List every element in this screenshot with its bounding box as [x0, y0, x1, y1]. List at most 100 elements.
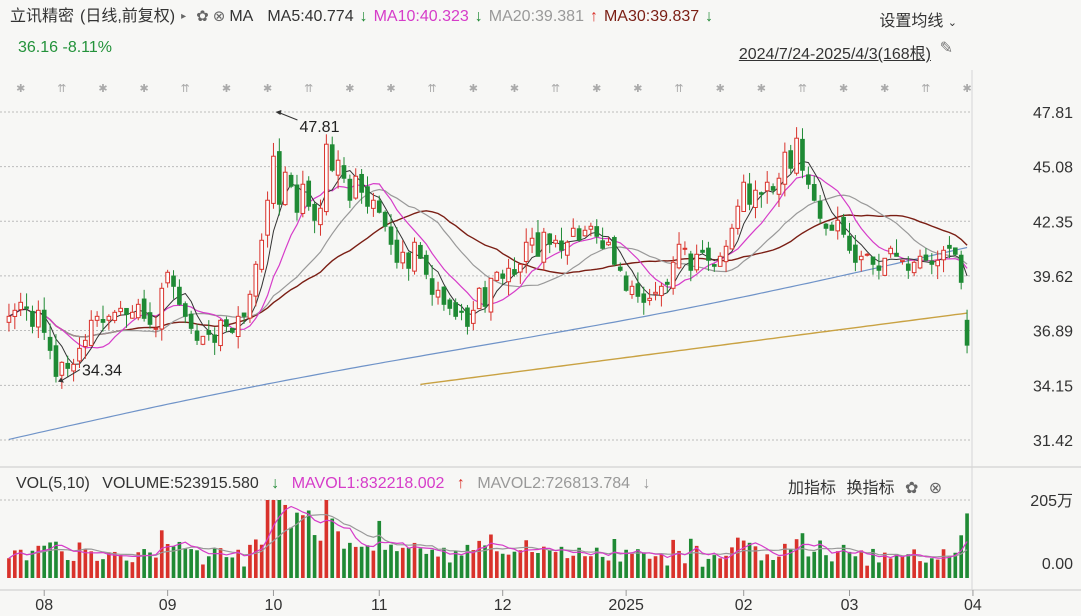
candle-body — [429, 278, 435, 295]
volume-bar — [671, 539, 675, 578]
candle-body — [36, 309, 41, 328]
candle-body — [623, 275, 629, 291]
candle-body — [218, 319, 223, 347]
candle-body — [18, 301, 24, 311]
volume-bar — [724, 555, 728, 578]
volume-bar — [589, 556, 593, 578]
candle-body — [741, 181, 747, 212]
candle-body — [676, 243, 682, 269]
switch-indicator-button[interactable]: 换指标 — [846, 480, 895, 497]
volume-bar — [865, 565, 869, 578]
volume-bar — [83, 548, 88, 578]
candle-body — [641, 293, 647, 303]
candle-body — [441, 286, 447, 305]
candle-body — [500, 273, 506, 279]
candle-body — [418, 244, 423, 259]
candle-body — [224, 319, 229, 327]
candle-body — [341, 165, 347, 179]
candle-body — [94, 315, 100, 321]
candle-body — [376, 200, 382, 213]
ma-settings-button[interactable]: 设置均线 ⌄ — [879, 7, 957, 31]
candle-body — [282, 171, 288, 206]
event-marker-icon: ⇈ — [181, 82, 190, 95]
x-tick-label: 12 — [494, 597, 512, 614]
candle-body — [759, 192, 764, 195]
close-circle-icon[interactable]: ⊗ — [928, 480, 943, 497]
candle-body — [88, 319, 94, 346]
candle-body — [800, 138, 805, 171]
event-marker-icon: ⇈ — [57, 82, 66, 95]
add-indicator-button[interactable]: 加指标 — [788, 480, 837, 497]
candle-body — [629, 285, 635, 295]
candle-body — [900, 259, 905, 262]
volume-bar — [665, 565, 670, 578]
volume-bar — [430, 549, 434, 578]
candle-body — [523, 241, 529, 262]
volume-bar — [600, 556, 605, 578]
volume-bar — [894, 553, 899, 578]
volume-bar — [395, 551, 399, 578]
volume-bar — [406, 547, 411, 578]
candle-body — [306, 180, 312, 207]
volume-bar — [371, 550, 376, 578]
volume-bar — [471, 550, 476, 578]
pin-icon[interactable]: ✎ — [939, 40, 953, 57]
x-tick-label: 11 — [371, 597, 388, 614]
date-range[interactable]: 2024/7/24-2025/4/3(168根) — [738, 46, 931, 63]
candle-body — [12, 309, 18, 317]
candle-body — [782, 151, 788, 185]
volume-bar — [918, 561, 922, 578]
volume-bar — [189, 549, 193, 578]
volume-bar — [512, 551, 517, 578]
volume-bar — [89, 551, 94, 578]
event-marker-icon: ⇈ — [921, 82, 930, 95]
candle-body — [294, 184, 300, 213]
volume-bar — [759, 560, 764, 578]
volume-bar — [424, 553, 429, 578]
event-marker-icon: ✱ — [510, 82, 519, 95]
candle-body — [212, 334, 217, 343]
volume-bar — [506, 554, 511, 578]
candle-body — [806, 174, 811, 185]
volume-bar — [959, 535, 964, 578]
event-marker-icon: ✱ — [98, 82, 107, 95]
close-circle-icon[interactable]: ⊗ — [212, 8, 226, 25]
x-tick-label: 09 — [159, 597, 177, 614]
ma5-value: MA5:40.774 — [267, 8, 354, 25]
expand-triangle-icon[interactable]: ▸ — [181, 11, 187, 22]
volume-tick-label: 0.00 — [1042, 556, 1073, 573]
candle-body — [459, 310, 464, 313]
candle-body — [265, 199, 270, 236]
volume-bar — [124, 560, 129, 578]
candle-body — [659, 285, 664, 297]
candle-body — [888, 247, 893, 255]
price-tick-label: 31.42 — [1033, 433, 1073, 450]
candle-body — [112, 311, 118, 321]
stock-name[interactable]: 立讯精密 — [10, 8, 75, 25]
volume-bar — [30, 550, 35, 578]
candle-body — [876, 265, 882, 271]
volume-bar — [924, 562, 928, 578]
candle-body — [823, 223, 829, 229]
volume-bar — [853, 556, 858, 578]
candle-body — [400, 251, 406, 264]
price-tick-label: 36.89 — [1033, 324, 1073, 341]
period-mode[interactable]: (日线,前复权) — [80, 8, 176, 25]
volume-bar — [824, 555, 828, 578]
candle-body — [435, 289, 441, 298]
gear-icon[interactable]: ✿ — [904, 480, 919, 497]
gear-icon[interactable]: ✿ — [196, 8, 209, 25]
candle-body — [729, 227, 735, 250]
event-marker-icon: ✱ — [16, 82, 25, 95]
ma-long-line — [8, 246, 968, 440]
volume-bar — [48, 542, 52, 578]
volume-bar — [330, 518, 335, 578]
volume-bar — [277, 500, 282, 578]
volume-bar — [612, 539, 617, 578]
ma10-value: MA10:40.323 — [373, 8, 469, 25]
volume-tick-label: 205万 — [1030, 493, 1073, 510]
mavol1-value: MAVOL1:832218.002 — [291, 475, 445, 492]
candle-body — [165, 271, 170, 284]
candle-body — [841, 216, 846, 235]
